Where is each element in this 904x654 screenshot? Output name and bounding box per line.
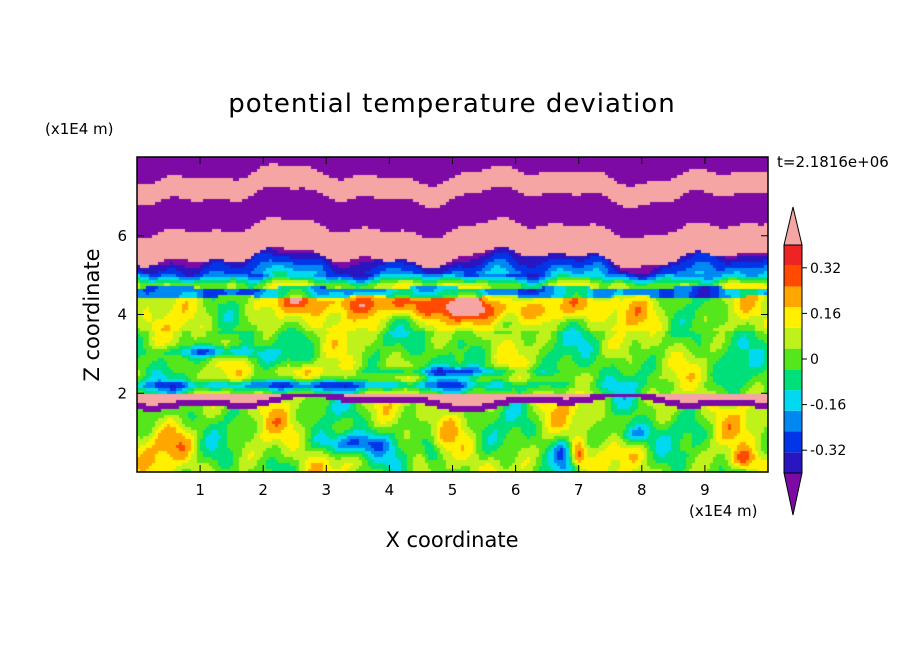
x-tick-label: 1 <box>195 481 205 499</box>
y-tick-label: 2 <box>117 384 127 402</box>
colorbar-band <box>784 431 802 453</box>
chart-title: potential temperature deviation <box>228 89 675 119</box>
y-axis-unit: (x1E4 m) <box>45 120 114 138</box>
x-tick-label: 5 <box>448 481 458 499</box>
y-axis-label: Z coordinate <box>80 248 104 381</box>
colorbar-band <box>784 307 802 328</box>
colorbar-band <box>784 452 802 473</box>
colorbar-band <box>784 245 802 266</box>
plot-area: 1 2 3 4 5 6 7 8 9 2 4 6 <box>117 156 769 499</box>
colorbar-tick-label: -0.32 <box>810 443 846 459</box>
y-tick-label: 4 <box>117 306 127 324</box>
colorbar-band <box>784 348 802 370</box>
colorbar-band <box>784 390 802 411</box>
colorbar-band <box>784 265 802 287</box>
colorbar-band <box>784 286 802 308</box>
colorbar-extend-max <box>783 206 803 246</box>
x-tick-label: 3 <box>322 481 332 499</box>
colorbar-band <box>784 327 802 349</box>
x-tick-label: 6 <box>511 481 521 499</box>
colorbar: 0.32 0.16 0 -0.16 -0.32 <box>783 206 846 516</box>
colorbar-extend-min <box>783 472 803 516</box>
colorbar-tick-label: 0.16 <box>810 306 841 322</box>
colorbar-band <box>784 410 802 432</box>
colorbar-band <box>784 369 802 391</box>
heatmap-field <box>137 157 768 472</box>
time-label: t=2.1816e+06 <box>777 153 889 171</box>
x-tick-label: 4 <box>385 481 395 499</box>
y-tick-label: 6 <box>117 227 127 245</box>
x-tick-label: 7 <box>574 481 584 499</box>
x-axis-label: X coordinate <box>385 528 518 552</box>
x-tick-label: 2 <box>258 481 268 499</box>
colorbar-tick-label: -0.16 <box>810 398 846 414</box>
colorbar-tick-label: 0.32 <box>810 261 841 277</box>
colorbar-tick-label: 0 <box>810 352 819 368</box>
x-tick-label: 9 <box>700 481 710 499</box>
x-tick-label: 8 <box>637 481 647 499</box>
x-axis-unit: (x1E4 m) <box>689 502 758 520</box>
